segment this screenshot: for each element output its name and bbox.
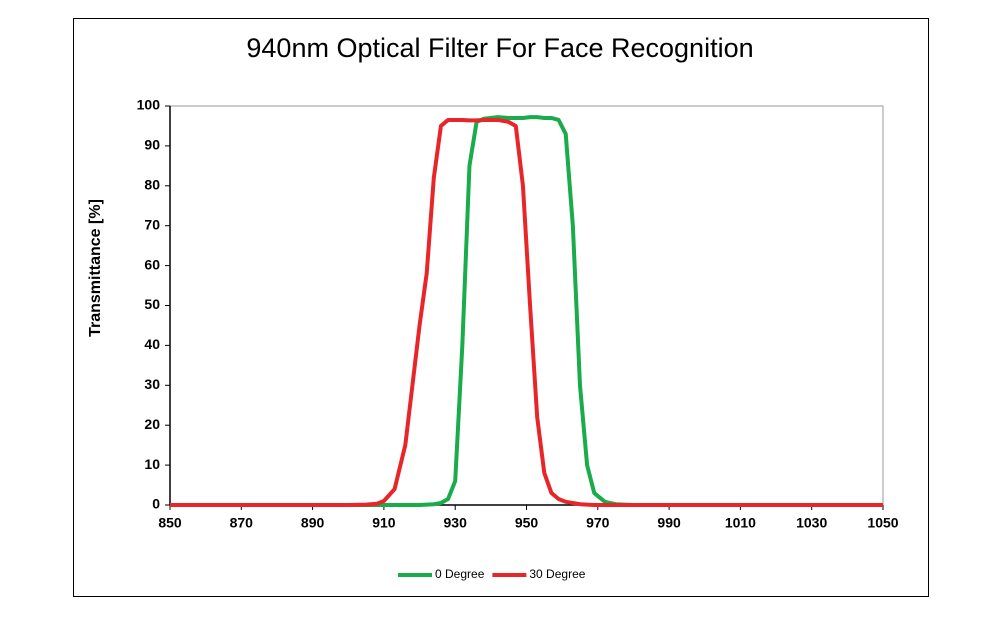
y-tick-label: 100	[137, 97, 161, 113]
x-tick-label: 890	[301, 515, 325, 531]
x-tick-label: 850	[158, 515, 182, 531]
y-tick-label: 10	[144, 456, 160, 472]
y-tick-label: 30	[144, 376, 160, 392]
x-tick-label: 1010	[725, 515, 756, 531]
x-tick-label: 990	[657, 515, 681, 531]
x-tick-label: 870	[230, 515, 254, 531]
x-tick-label: 1030	[796, 515, 827, 531]
series-line	[170, 117, 883, 507]
y-tick-label: 70	[144, 216, 160, 232]
x-tick-label: 1050	[867, 515, 898, 531]
x-tick-label: 930	[444, 515, 468, 531]
chart-frame	[73, 18, 929, 597]
legend-label: 30 Degree	[529, 567, 585, 581]
y-tick-label: 60	[144, 256, 160, 272]
y-tick-label: 50	[144, 296, 160, 312]
y-tick-label: 0	[152, 496, 160, 512]
x-tick-label: 970	[586, 515, 610, 531]
legend-label: 0 Degree	[435, 567, 485, 581]
y-tick-label: 80	[144, 177, 160, 193]
y-tick-label: 20	[144, 416, 160, 432]
y-tick-label: 90	[144, 137, 160, 153]
y-axis-label: Transmittance [%]	[87, 199, 104, 337]
x-tick-label: 950	[515, 515, 539, 531]
x-tick-label: 910	[372, 515, 396, 531]
chart-title: 940nm Optical Filter For Face Recognitio…	[246, 33, 753, 63]
y-tick-label: 40	[144, 336, 160, 352]
